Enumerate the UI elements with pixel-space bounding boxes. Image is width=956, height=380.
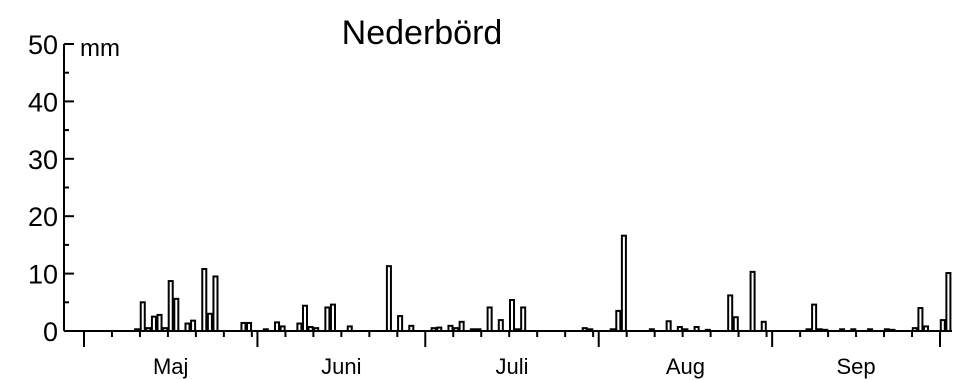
bar: [609, 328, 616, 332]
bar: [453, 327, 460, 333]
bar: [497, 319, 504, 332]
bar: [274, 321, 281, 333]
bar: [329, 303, 336, 333]
y-tick-label: 10: [28, 260, 58, 290]
bar: [486, 306, 493, 333]
bar: [307, 325, 314, 333]
bar: [587, 328, 594, 332]
bar: [811, 303, 818, 333]
bar: [889, 328, 896, 333]
bar: [520, 306, 527, 333]
bar: [447, 324, 454, 332]
y-tick-label: 20: [28, 202, 58, 232]
bar: [385, 265, 392, 333]
bar: [279, 325, 286, 333]
bar: [805, 328, 812, 332]
bar: [167, 280, 174, 332]
bar: [156, 313, 163, 332]
bar: [945, 272, 952, 332]
bar: [693, 325, 700, 333]
bar: [475, 328, 482, 332]
bar: [665, 320, 672, 332]
bar: [620, 234, 627, 332]
bar: [397, 315, 404, 332]
bar: [917, 307, 924, 333]
y-tick-label: 30: [28, 145, 58, 175]
bar: [346, 325, 353, 333]
bar: [648, 328, 655, 332]
bar: [727, 294, 734, 333]
x-tick-label: Juli: [495, 354, 528, 379]
bar: [816, 328, 823, 332]
bar: [173, 297, 180, 332]
bar: [822, 328, 829, 333]
y-axis-unit-label: mm: [80, 35, 120, 62]
bar: [850, 328, 857, 332]
bar: [615, 309, 622, 333]
y-tick-label: 50: [28, 30, 58, 60]
bar: [190, 319, 197, 333]
bar: [324, 306, 331, 333]
bar: [408, 324, 415, 332]
bar: [206, 312, 213, 332]
bar: [469, 328, 476, 332]
bar: [212, 275, 219, 332]
bar: [240, 321, 247, 332]
bar: [939, 319, 946, 332]
x-tick-label: Aug: [666, 354, 705, 379]
bar: [134, 328, 141, 332]
y-tick-label: 40: [28, 87, 58, 117]
bar: [150, 315, 157, 332]
bar: [682, 328, 689, 332]
bar: [883, 328, 890, 332]
y-tick-label: 0: [43, 317, 58, 347]
bar: [313, 327, 320, 333]
bar: [839, 328, 846, 332]
bar: [704, 328, 711, 333]
bar: [514, 328, 521, 332]
bar: [184, 322, 191, 333]
bar: [262, 328, 269, 332]
bar: [749, 270, 756, 333]
bar: [139, 301, 146, 332]
bar-series: [134, 234, 952, 333]
bar: [458, 320, 465, 333]
y-axis: 0 10 20 30 40 50: [28, 30, 74, 347]
bar: [508, 299, 516, 332]
x-tick-label: Sep: [837, 354, 876, 379]
x-tick-label: Juni: [321, 354, 361, 379]
bar: [296, 322, 303, 333]
bar: [676, 325, 683, 333]
bar: [867, 328, 874, 332]
chart-title: Nederbörd: [342, 14, 503, 52]
bar: [301, 304, 309, 332]
bar: [732, 316, 739, 333]
bar: [436, 326, 443, 332]
bar: [430, 327, 437, 333]
bar: [145, 327, 152, 333]
x-tick-label: Maj: [153, 354, 188, 379]
bar: [923, 325, 930, 333]
x-axis: Maj Juni Juli Aug Sep: [64, 330, 952, 379]
bar: [581, 327, 588, 333]
bar: [201, 268, 208, 333]
bar: [246, 321, 253, 332]
bar: [760, 320, 767, 333]
bar: [911, 327, 918, 333]
bar: [162, 327, 169, 333]
